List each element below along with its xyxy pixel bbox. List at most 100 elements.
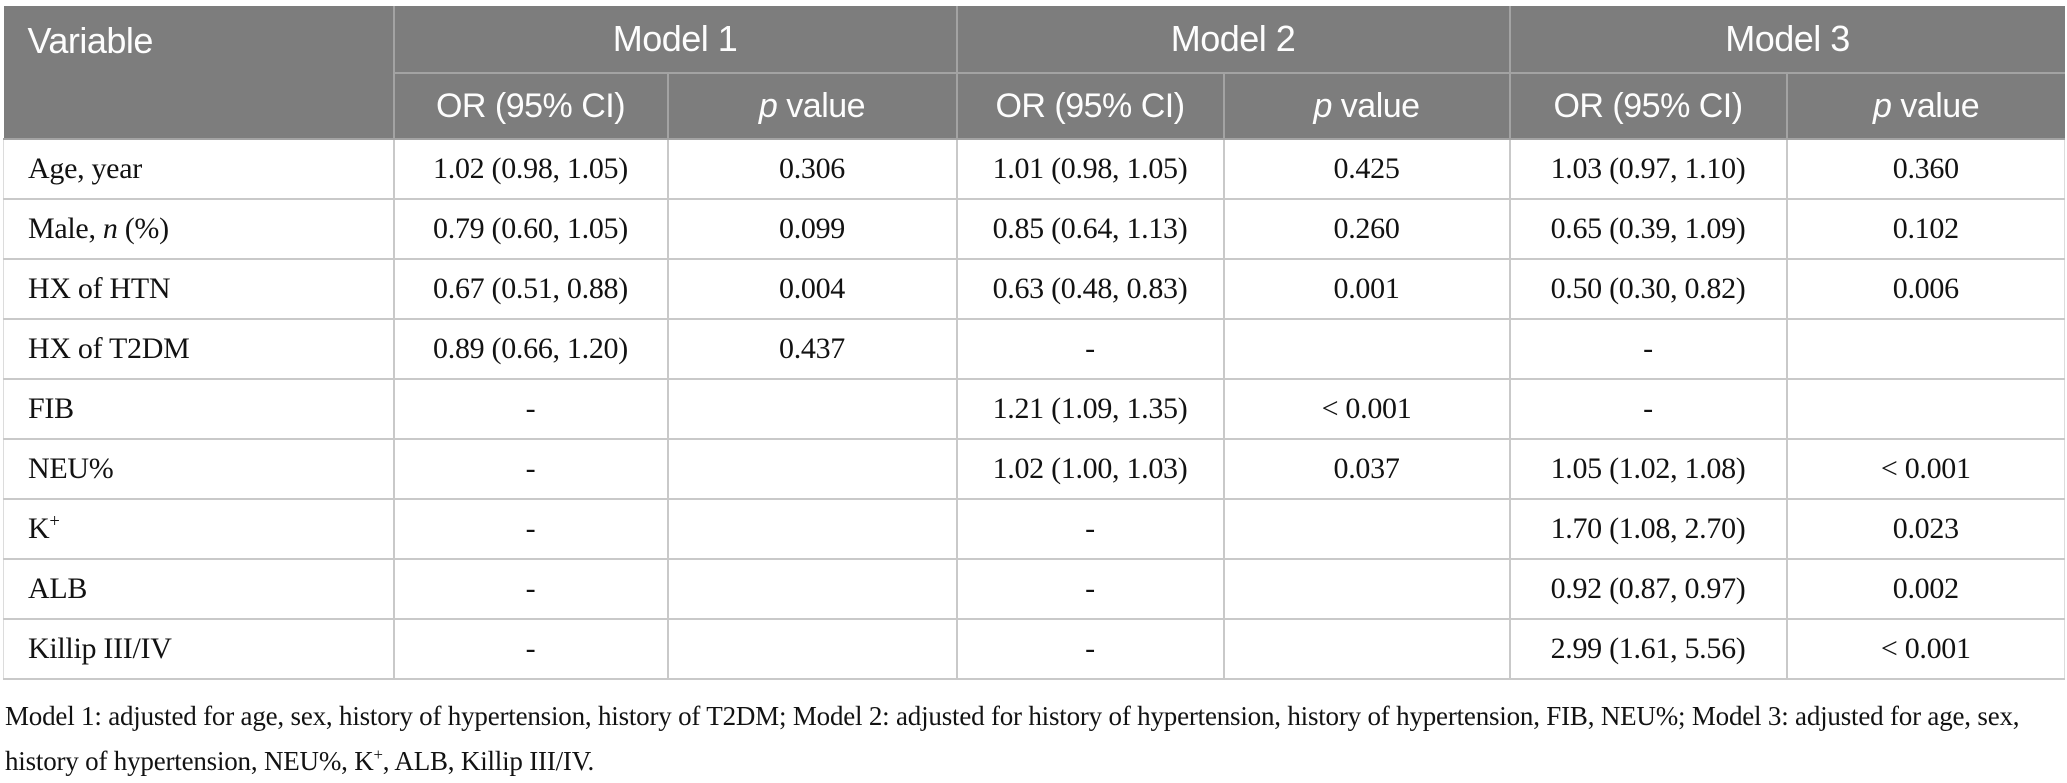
p-cell: [666, 618, 958, 680]
table-row-killip: Killip III/IV - - 2.99 (1.61, 5.56) < 0.…: [3, 618, 2066, 680]
variable-text: (%): [117, 212, 169, 245]
or-cell: -: [392, 498, 669, 560]
p-cell: 0.001: [1222, 258, 1511, 320]
model-2-header: Model 2: [955, 6, 1511, 74]
footnote-text: , ALB, Killip III/IV.: [382, 746, 595, 776]
model-1-or-ci-subheader: OR (95% CI): [393, 72, 669, 140]
p-symbol: p: [1872, 86, 1892, 125]
variable-cell: HX of T2DM: [3, 318, 395, 380]
or-cell: 0.92 (0.87, 0.97): [1508, 558, 1788, 620]
or-cell: -: [1508, 318, 1788, 380]
p-cell: 0.260: [1222, 198, 1511, 260]
or-cell: -: [392, 378, 669, 440]
p-cell: < 0.001: [1785, 438, 2066, 500]
or-cell: 2.99 (1.61, 5.56): [1508, 618, 1788, 680]
footnote-text: Model 1: adjusted for age, sex, history …: [5, 701, 2020, 776]
table-row-age: Age, year 1.02 (0.98, 1.05) 0.306 1.01 (…: [3, 138, 2066, 200]
p-cell: 0.023: [1785, 498, 2066, 560]
or-cell: -: [392, 558, 669, 620]
variable-cell: NEU%: [3, 438, 395, 500]
or-cell: 1.02 (0.98, 1.05): [392, 138, 669, 200]
variable-cell: Killip III/IV: [3, 618, 395, 680]
p-cell: 0.037: [1222, 438, 1511, 500]
or-cell: 1.03 (0.97, 1.10): [1508, 138, 1788, 200]
subheader-row: OR (95% CI) p value OR (95% CI) p value …: [4, 72, 2065, 140]
or-cell: 0.65 (0.39, 1.09): [1508, 198, 1788, 260]
or-cell: 0.67 (0.51, 0.88): [392, 258, 669, 320]
model-2-or-ci-subheader: OR (95% CI): [955, 72, 1225, 140]
p-cell: [1222, 318, 1511, 380]
variable-cell: ALB: [3, 558, 395, 620]
or-cell: -: [392, 438, 669, 500]
p-symbol: p: [1313, 86, 1332, 125]
p-cell: [666, 558, 958, 620]
p-value-word: value: [777, 86, 866, 125]
table-header: Variable Model 1 Model 2 Model 3 OR (95%…: [3, 6, 2065, 140]
variable-italic-n: n: [102, 212, 118, 245]
variable-text: Male,: [28, 212, 103, 245]
model-header-row: Variable Model 1 Model 2 Model 3: [3, 6, 2065, 140]
or-cell: 1.05 (1.02, 1.08): [1508, 438, 1788, 500]
table-body: Age, year 1.02 (0.98, 1.05) 0.306 1.01 (…: [3, 138, 2066, 680]
or-cell: -: [955, 498, 1225, 560]
variable-cell: Age, year: [3, 138, 395, 200]
model-3-header: Model 3: [1508, 6, 2065, 74]
p-value-word: value: [1331, 86, 1420, 125]
variable-cell: Male, n (%): [3, 198, 395, 260]
variable-text: K: [28, 512, 50, 545]
p-cell: [1222, 498, 1511, 560]
p-cell: 0.099: [666, 198, 958, 260]
variable-cell: K+: [3, 498, 395, 560]
or-cell: 1.02 (1.00, 1.03): [955, 438, 1225, 500]
model-1-header: Model 1: [392, 6, 958, 74]
or-cell: 1.70 (1.08, 2.70): [1508, 498, 1788, 560]
or-cell: -: [1508, 378, 1788, 440]
p-value-word: value: [1891, 86, 1980, 125]
p-cell: 0.360: [1785, 138, 2066, 200]
p-cell: < 0.001: [1785, 618, 2066, 680]
table-row-fib: FIB - 1.21 (1.09, 1.35) < 0.001 -: [3, 378, 2066, 440]
p-cell: 0.002: [1785, 558, 2066, 620]
table-row-potassium: K+ - - 1.70 (1.08, 2.70) 0.023: [3, 498, 2066, 560]
or-cell: 0.63 (0.48, 0.83): [955, 258, 1225, 320]
table-row-neu: NEU% - 1.02 (1.00, 1.03) 0.037 1.05 (1.0…: [3, 438, 2066, 500]
regression-results-table: Variable Model 1 Model 2 Model 3 OR (95%…: [3, 6, 2066, 680]
model-1-p-value-subheader: p value: [666, 72, 958, 140]
p-symbol: p: [758, 86, 778, 125]
p-cell: [1785, 378, 2066, 440]
or-cell: -: [955, 618, 1225, 680]
superscript-plus: +: [49, 511, 60, 532]
p-cell: [666, 498, 958, 560]
or-cell: -: [955, 318, 1225, 380]
or-cell: 1.01 (0.98, 1.05): [955, 138, 1225, 200]
superscript-plus: +: [373, 745, 383, 764]
p-cell: 0.437: [666, 318, 958, 380]
model-3-or-ci-subheader: OR (95% CI): [1508, 72, 1788, 140]
or-cell: 0.89 (0.66, 1.20): [392, 318, 669, 380]
p-cell: 0.006: [1785, 258, 2066, 320]
model-2-p-value-subheader: p value: [1222, 72, 1511, 140]
p-cell: [1785, 318, 2066, 380]
model-3-p-value-subheader: p value: [1785, 72, 2065, 140]
variable-column-header: Variable: [3, 6, 395, 140]
or-cell: -: [955, 558, 1225, 620]
p-cell: [666, 378, 958, 440]
or-cell: -: [392, 618, 669, 680]
p-cell: 0.004: [666, 258, 958, 320]
p-cell: [1222, 558, 1511, 620]
variable-cell: FIB: [3, 378, 395, 440]
or-cell: 0.85 (0.64, 1.13): [955, 198, 1225, 260]
table-row-male: Male, n (%) 0.79 (0.60, 1.05) 0.099 0.85…: [3, 198, 2066, 260]
table-row-hx-t2dm: HX of T2DM 0.89 (0.66, 1.20) 0.437 - -: [3, 318, 2066, 380]
table-footnote: Model 1: adjusted for age, sex, history …: [3, 694, 2064, 783]
or-cell: 0.79 (0.60, 1.05): [392, 198, 669, 260]
p-cell: [1222, 618, 1511, 680]
p-cell: 0.102: [1785, 198, 2066, 260]
or-cell: 1.21 (1.09, 1.35): [955, 378, 1225, 440]
or-cell: 0.50 (0.30, 0.82): [1508, 258, 1788, 320]
p-cell: < 0.001: [1222, 378, 1511, 440]
variable-cell: HX of HTN: [3, 258, 395, 320]
table-row-hx-htn: HX of HTN 0.67 (0.51, 0.88) 0.004 0.63 (…: [3, 258, 2066, 320]
p-cell: [666, 438, 958, 500]
